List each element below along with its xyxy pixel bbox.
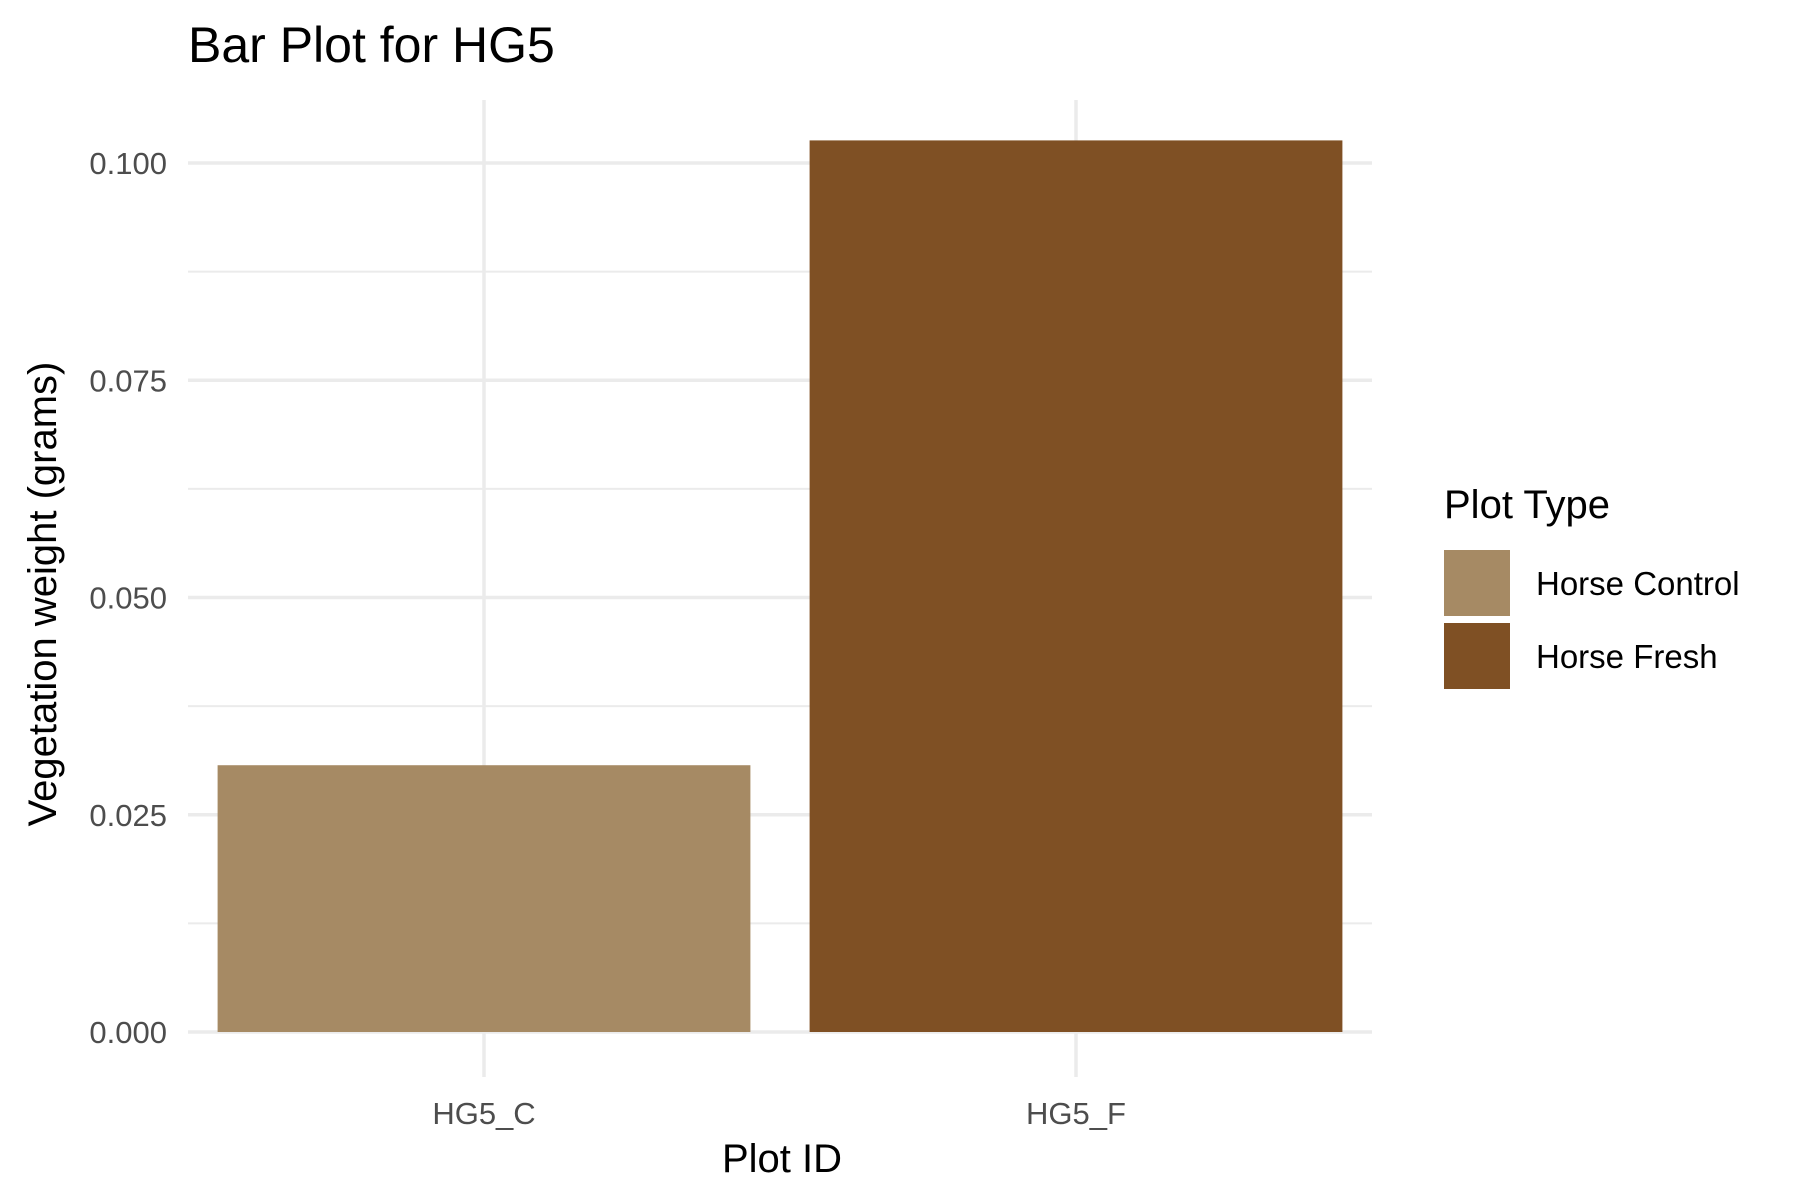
x-tick-label: HG5_F: [1026, 1096, 1126, 1131]
y-tick-label: 0.025: [89, 798, 167, 833]
legend: Plot Type Horse Control Horse Fresh: [1444, 483, 1740, 689]
y-axis-title: Vegetation weight (grams): [21, 362, 65, 827]
x-tick-label: HG5_C: [432, 1096, 535, 1131]
bar-HG5_C: [217, 765, 751, 1032]
y-tick-label: 0.075: [89, 363, 167, 398]
legend-title: Plot Type: [1444, 483, 1610, 527]
bar-HG5_F: [809, 140, 1343, 1032]
legend-label: Horse Control: [1536, 565, 1740, 602]
y-axis-tick-labels: 0.000 0.025 0.050 0.075 0.100: [89, 146, 167, 1050]
y-tick-label: 0.000: [89, 1015, 167, 1050]
x-axis-title: Plot ID: [722, 1137, 842, 1181]
legend-swatch: [1444, 623, 1510, 689]
legend-label: Horse Fresh: [1536, 638, 1718, 675]
x-axis-tick-labels: HG5_C HG5_F: [432, 1096, 1126, 1131]
bars: [217, 140, 1343, 1032]
y-tick-label: 0.050: [89, 581, 167, 616]
legend-entries: Horse Control Horse Fresh: [1444, 550, 1740, 689]
y-tick-label: 0.100: [89, 146, 167, 181]
legend-swatch: [1444, 550, 1510, 616]
chart-title: Bar Plot for HG5: [188, 17, 555, 73]
